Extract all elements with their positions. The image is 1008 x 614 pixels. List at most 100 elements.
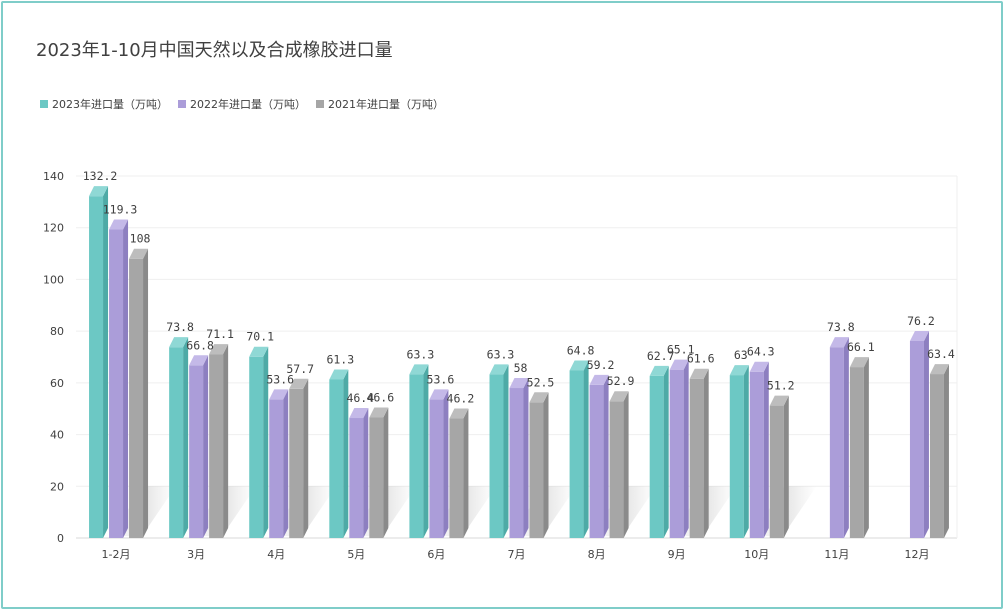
bar-top	[109, 219, 129, 230]
bar-top	[329, 369, 349, 380]
bar-top	[489, 364, 509, 375]
y-tick-label: 140	[43, 170, 64, 183]
bar-side	[283, 389, 289, 538]
bar	[269, 399, 284, 538]
y-tick-label: 40	[50, 429, 64, 442]
bar	[249, 356, 264, 538]
x-axis-tick-labels: 1-2月 3月 4月 5月 6月 7月 8月 9月 10月 11月 12月	[102, 548, 930, 561]
bar-side	[763, 361, 769, 538]
y-tick-label: 0	[57, 532, 64, 545]
bar-top	[569, 360, 589, 371]
bar	[669, 369, 684, 538]
x-tick-label: 11月	[824, 548, 849, 561]
y-tick-label: 60	[50, 377, 64, 390]
y-tick-label: 80	[50, 325, 64, 338]
bar-side	[203, 355, 209, 538]
bar	[349, 418, 364, 538]
data-label: 132.2	[83, 169, 118, 183]
bar-top	[929, 364, 949, 375]
data-label: 61.6	[687, 352, 715, 366]
data-label: 64.8	[567, 343, 595, 357]
bar-top	[669, 359, 689, 370]
data-label: 66.8	[186, 338, 214, 352]
bar-side	[303, 378, 309, 538]
data-label: 64.3	[747, 345, 775, 359]
data-label: 53.6	[266, 372, 294, 386]
bar	[289, 388, 304, 538]
bar-top	[209, 344, 229, 355]
x-tick-label: 9月	[668, 548, 686, 561]
bar-side	[683, 359, 689, 538]
bar-side	[543, 392, 549, 538]
bar-side	[743, 365, 749, 538]
data-label: 73.8	[166, 320, 194, 334]
data-label: 52.5	[527, 375, 555, 389]
bar	[329, 379, 344, 538]
bar-top	[769, 395, 789, 406]
bar-top	[429, 389, 449, 400]
legend-item-2022[interactable]: 2022年进口量（万吨）	[178, 96, 306, 112]
x-tick-label: 3月	[187, 548, 205, 561]
data-label: 57.7	[286, 362, 314, 376]
bar-side	[623, 391, 629, 538]
data-label: 53.6	[427, 372, 455, 386]
data-label: 66.1	[847, 340, 875, 354]
bar	[909, 340, 924, 538]
bar	[689, 378, 704, 538]
legend-label-2023: 2023年进口量（万吨）	[52, 98, 168, 111]
bar-side	[843, 337, 849, 538]
bar	[169, 347, 184, 538]
bar	[369, 417, 384, 538]
bar-side	[183, 337, 189, 538]
bar-side	[943, 364, 949, 538]
data-label: 65.1	[667, 343, 695, 357]
data-label: 46.4	[346, 391, 374, 405]
bar	[769, 405, 784, 538]
bar-side	[603, 374, 609, 538]
bar-top	[749, 361, 769, 372]
x-tick-label: 4月	[267, 548, 285, 561]
bar-side	[223, 344, 229, 538]
bar-top	[369, 407, 389, 418]
bar	[489, 374, 504, 538]
legend-item-2023[interactable]: 2023年进口量（万吨）	[40, 96, 168, 112]
bar	[129, 258, 144, 538]
legend-item-2021[interactable]: 2021年进口量（万吨）	[316, 96, 444, 112]
bar	[649, 375, 664, 538]
bar-top	[649, 365, 669, 376]
data-label: 52.9	[607, 374, 635, 388]
bar-side	[103, 186, 109, 538]
x-tick-label: 5月	[347, 548, 365, 561]
legend-label-2022: 2022年进口量（万吨）	[190, 98, 306, 111]
data-label: 61.3	[326, 352, 354, 366]
bar	[409, 374, 424, 538]
bar	[89, 196, 104, 538]
legend-swatch-2022	[178, 100, 186, 108]
bar	[609, 401, 624, 538]
data-label: 51.2	[767, 379, 795, 393]
bar-top	[829, 337, 849, 348]
data-label: 73.8	[827, 320, 855, 334]
data-label: 62.7	[647, 349, 675, 363]
bar-top	[689, 368, 709, 379]
bar	[849, 367, 864, 538]
bar	[509, 388, 524, 538]
bar-top	[589, 374, 609, 385]
bar-top	[729, 365, 749, 376]
data-label: 46.2	[447, 392, 475, 406]
bar-top	[89, 186, 109, 197]
bar	[209, 354, 224, 538]
bar	[929, 374, 944, 538]
data-label: 119.3	[103, 203, 138, 217]
bar-top	[529, 392, 549, 403]
bar-top	[509, 378, 529, 389]
data-label: 71.1	[206, 327, 234, 341]
x-tick-label: 6月	[427, 548, 445, 561]
bar-side	[463, 408, 469, 538]
data-label: 58	[514, 361, 528, 375]
data-label: 63	[734, 348, 748, 362]
data-label: 63.4	[927, 347, 955, 361]
bar	[749, 371, 764, 538]
bars	[89, 186, 949, 538]
data-label: 63.3	[407, 347, 435, 361]
